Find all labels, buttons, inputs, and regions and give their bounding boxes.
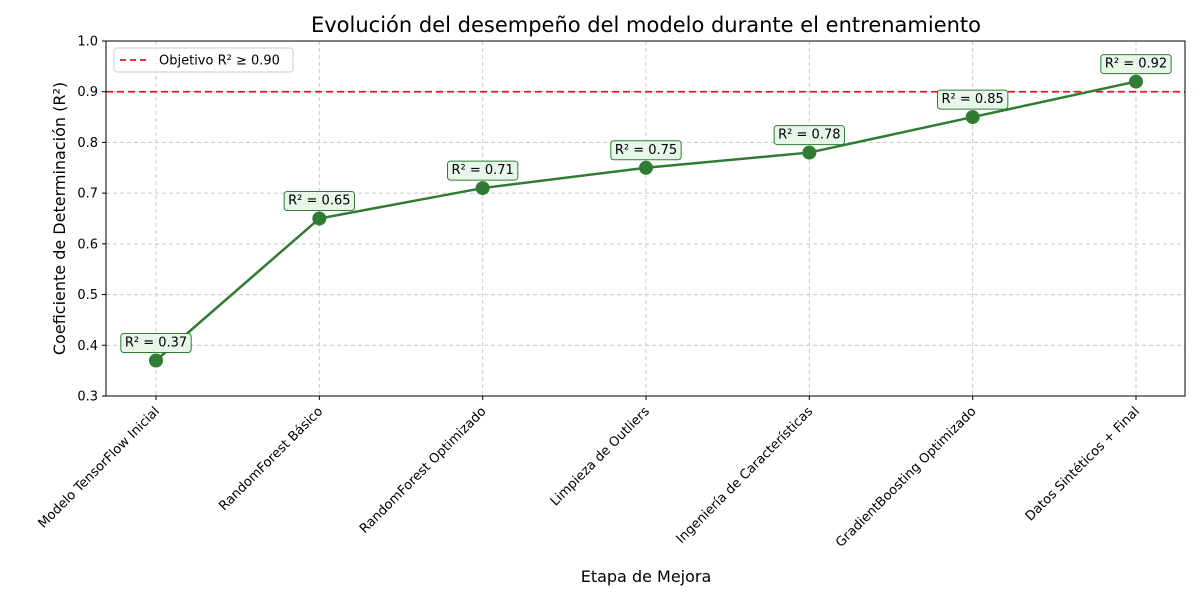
data-label-text: R² = 0.78 bbox=[778, 128, 840, 143]
data-label-text: R² = 0.75 bbox=[615, 143, 677, 158]
data-label-text: R² = 0.92 bbox=[1105, 57, 1167, 72]
grid bbox=[106, 40, 1185, 397]
y-axis-title: Coeficiente de Determinación (R²) bbox=[50, 82, 69, 355]
data-label: R² = 0.78 bbox=[773, 125, 846, 146]
data-series: R² = 0.37 R² = 0.65 R² = 0.71 R² = 0.75 R² =… bbox=[120, 54, 1172, 368]
y-tick-label: 1.0 bbox=[77, 35, 98, 50]
data-point bbox=[312, 211, 327, 226]
data-label: R² = 0.85 bbox=[936, 89, 1009, 110]
data-label: R² = 0.75 bbox=[610, 140, 682, 161]
data-label-box bbox=[773, 125, 846, 146]
data-label-text: R² = 0.85 bbox=[941, 92, 1003, 107]
chart-title: Evolución del desempeño del modelo duran… bbox=[311, 13, 981, 37]
data-label: R² = 0.65 bbox=[283, 191, 356, 211]
data-point bbox=[802, 145, 817, 160]
data-point bbox=[1129, 74, 1143, 89]
x-axis-ticks: Modelo TensorFlow Inicial RandomForest Bá… bbox=[36, 396, 1143, 551]
y-tick-label: 0.3 bbox=[77, 390, 98, 405]
y-tick-label: 0.6 bbox=[77, 237, 98, 252]
x-tick-label: Datos Sintéticos + Final bbox=[1023, 404, 1143, 524]
x-tick-label: Limpieza de Outliers bbox=[548, 404, 653, 509]
y-axis-ticks: 0.3 0.4 0.5 0.6 0.7 0.8 0.9 1.0 bbox=[77, 35, 106, 405]
y-tick-label: 0.9 bbox=[77, 85, 98, 100]
x-tick-label: Modelo TensorFlow Inicial bbox=[36, 404, 163, 531]
legend-box bbox=[113, 47, 294, 73]
data-label-box bbox=[446, 160, 519, 181]
data-label: R² = 0.92 bbox=[1100, 54, 1172, 75]
data-label-box bbox=[610, 140, 682, 161]
data-point bbox=[475, 181, 490, 196]
data-label-text: R² = 0.71 bbox=[451, 163, 513, 178]
data-label: R² = 0.71 bbox=[446, 160, 519, 181]
y-tick-label: 0.4 bbox=[77, 339, 98, 354]
x-tick-label: RandomForest Básico bbox=[216, 404, 326, 514]
data-label-text: R² = 0.65 bbox=[288, 194, 350, 209]
data-label-box bbox=[120, 333, 192, 353]
x-tick-label: Ingeniería de Características bbox=[674, 404, 817, 547]
x-tick-label: GradientBoosting Optimizado bbox=[833, 404, 979, 550]
legend: Objetivo R² ≥ 0.90 bbox=[113, 47, 294, 73]
data-label: R² = 0.37 bbox=[120, 333, 192, 353]
data-label-box bbox=[1100, 54, 1172, 75]
data-point bbox=[639, 160, 653, 175]
y-tick-label: 0.8 bbox=[77, 136, 98, 151]
x-tick-label: RandomForest Optimizado bbox=[357, 404, 489, 536]
series-line bbox=[155, 80, 1137, 362]
legend-label: Objetivo R² ≥ 0.90 bbox=[159, 54, 280, 69]
data-label-text: R² = 0.37 bbox=[125, 336, 187, 351]
data-label-box bbox=[936, 89, 1009, 110]
data-label-box bbox=[283, 191, 356, 211]
data-point bbox=[149, 353, 163, 368]
y-tick-label: 0.5 bbox=[77, 288, 98, 303]
x-axis-title: Etapa de Mejora bbox=[581, 567, 712, 586]
y-tick-label: 0.7 bbox=[77, 187, 98, 202]
data-point bbox=[965, 110, 980, 125]
